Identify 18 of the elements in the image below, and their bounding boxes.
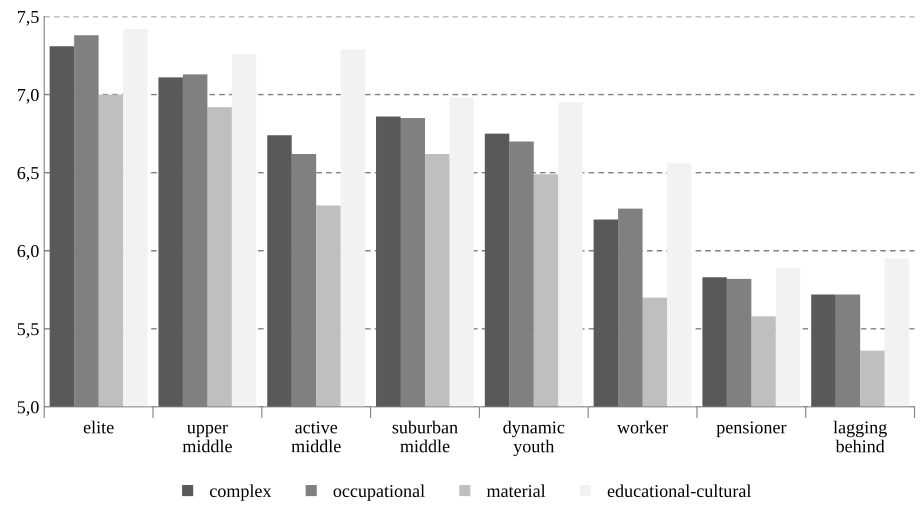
- x-tick-label: elite: [84, 420, 114, 434]
- y-tick-label: 6,5: [18, 166, 39, 182]
- x-tick-label: active middle: [291, 421, 341, 452]
- legend-label: complex: [210, 484, 272, 501]
- x-tick-label: lagging behind: [833, 420, 887, 452]
- x-tick-label: pensioner: [716, 421, 786, 438]
- legend-label: material: [486, 484, 546, 498]
- x-tick-label: worker: [617, 420, 668, 434]
- x-tick-label: suburban middle: [392, 420, 458, 452]
- legend-label: occupational: [334, 484, 425, 501]
- y-tick-label: 6,0: [18, 245, 39, 260]
- y-tick-label: 7,0: [18, 88, 39, 104]
- y-tick-label: 5,5: [18, 323, 39, 338]
- y-tick-label: 5,0: [18, 401, 39, 416]
- y-tick-label: 7,5: [18, 10, 39, 26]
- x-tick-label: dynamic youth: [503, 420, 564, 456]
- x-tick-label: upper middle: [182, 424, 232, 452]
- legend-label: educational-cultural: [608, 484, 752, 498]
